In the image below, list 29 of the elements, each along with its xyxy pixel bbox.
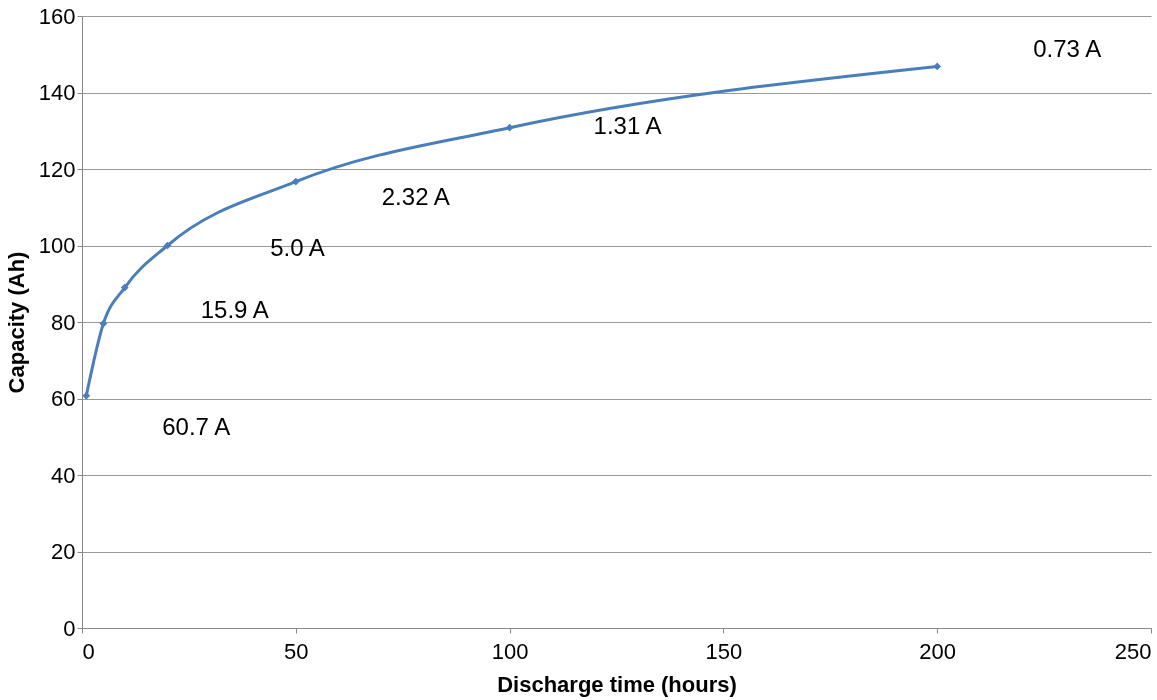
y-tick-label: 60 <box>51 386 76 411</box>
y-tick-label: 140 <box>38 80 76 105</box>
x-tick-label: 250 <box>1114 638 1152 664</box>
x-tick-label: 150 <box>705 638 743 664</box>
x-axis-title: Discharge time (hours) <box>497 671 737 697</box>
y-tick-label: 160 <box>38 3 76 29</box>
point <box>82 391 91 400</box>
x-tick-label: 0 <box>82 638 95 664</box>
x-tick-label: 100 <box>491 638 529 664</box>
annotation: 60.7 A <box>162 412 231 440</box>
y-tick-label: 40 <box>51 462 76 488</box>
annotation: 5.0 A <box>270 233 325 261</box>
point <box>120 283 129 292</box>
y-tick-label: 20 <box>51 539 76 564</box>
point <box>505 123 514 132</box>
y-tick-label: 120 <box>38 156 76 182</box>
annotation: 0.73 A <box>1033 35 1102 63</box>
annotation: 15.9 A <box>200 295 269 323</box>
y-axis-title: Capacity (Ah) <box>3 251 29 394</box>
x-tick-label: 200 <box>919 638 957 664</box>
y-tick-label: 100 <box>38 233 76 258</box>
x-tick-label: 50 <box>284 638 309 664</box>
y-tick-label: 0 <box>63 615 76 641</box>
point <box>933 62 942 71</box>
point <box>291 177 300 186</box>
annotation: 2.32 A <box>381 182 450 210</box>
y-tick-label: 80 <box>51 309 76 335</box>
annotation: 1.31 A <box>593 111 662 139</box>
point <box>99 319 108 328</box>
